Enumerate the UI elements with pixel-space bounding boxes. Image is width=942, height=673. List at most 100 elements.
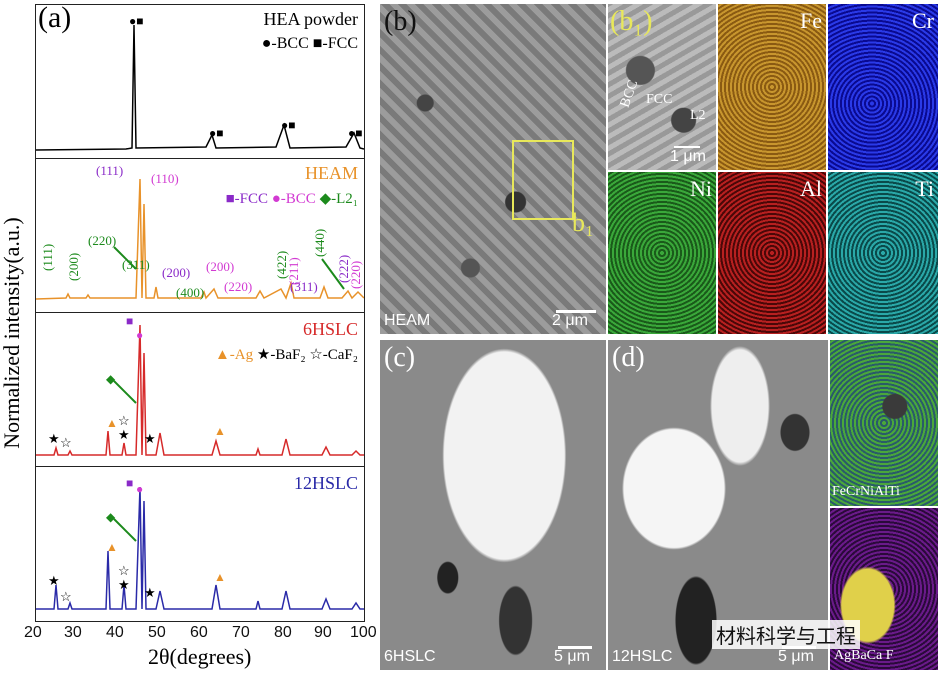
12hslc-pattern: ▲ ▲ ★ ☆ ★ ☆ ★ ■ ● ◆ xyxy=(36,476,364,610)
map-cr: Cr xyxy=(828,4,938,170)
svg-text:(422): (422) xyxy=(274,251,289,279)
map-ni-label: Ni xyxy=(690,176,712,201)
map-al-label: Al xyxy=(800,176,822,201)
svg-text:▲: ▲ xyxy=(214,424,226,438)
edx-top: FeCrNiAlTi xyxy=(830,340,938,506)
xrd-panel-heam: HEAM ■-FCC ●-BCC ◆-L2₁ (111) (110) (220)… xyxy=(35,158,365,314)
sem-b: (b) b₁ HEAM 2 μm xyxy=(380,4,606,334)
sem-d-scale: 5 μm xyxy=(778,648,814,665)
map-fe: Fe xyxy=(718,4,826,170)
edx-top-legend: FeCrNiAlTi xyxy=(832,484,900,499)
panel-c-label: (c) xyxy=(384,342,416,373)
phase-l2-label: L2 xyxy=(690,108,706,123)
heam-title: HEAM xyxy=(305,163,358,183)
svg-text:(220): (220) xyxy=(224,279,252,294)
x-tick: 100 xyxy=(350,624,377,641)
map-b1-scale: 1 μm xyxy=(670,148,706,165)
svg-text:☆: ☆ xyxy=(118,563,130,578)
edx-bottom-legend: AgBaCa F xyxy=(834,648,894,663)
svg-text:(110): (110) xyxy=(151,171,179,186)
6hslc-pattern: ▲ ▲ ★ ☆ ★ ☆ ★ ■ ● ◆ xyxy=(36,314,364,456)
panel-b1-label: (b₁) xyxy=(610,6,653,37)
svg-text:(222): (222) xyxy=(336,255,351,283)
12hslc-title: 12HSLC xyxy=(293,473,358,493)
phase-bcc-label: BCC xyxy=(617,78,642,110)
sem-d: (d) 12HSLC 5 μm xyxy=(608,340,828,670)
heam-legend: ■-FCC ●-BCC ◆-L2₁ xyxy=(225,191,358,207)
x-tick: 60 xyxy=(190,624,208,641)
x-axis-label: 2θ(degrees) xyxy=(148,644,252,669)
svg-text:●: ● xyxy=(136,328,143,342)
heam-pattern: (111) (110) (220) (311) (200) (200) (111… xyxy=(36,163,364,300)
svg-text:☆: ☆ xyxy=(60,435,72,450)
sem-d-caption: 12HSLC xyxy=(612,648,673,665)
6hslc-legend: ▲-Ag ★-BaF₂ ☆-CaF₂ xyxy=(214,347,358,363)
6hslc-title: 6HSLC xyxy=(302,319,358,339)
sem-c-caption: 6HSLC xyxy=(384,648,436,665)
phase-fcc-label: FCC xyxy=(646,92,673,107)
svg-text:■: ■ xyxy=(126,476,133,490)
svg-text:(440): (440) xyxy=(312,229,327,257)
powder-pattern: ●■ ●■ ●■ ●■ xyxy=(36,14,364,151)
map-cr-label: Cr xyxy=(912,8,934,33)
x-tick: 50 xyxy=(148,624,166,641)
svg-text:☆: ☆ xyxy=(60,589,72,604)
svg-text:◆: ◆ xyxy=(106,510,116,524)
svg-text:(220): (220) xyxy=(88,233,116,248)
map-ni: Ni xyxy=(608,172,716,334)
y-axis-label: Normalized intensity(a.u.) xyxy=(0,217,24,449)
sem-c-scale: 5 μm xyxy=(554,648,590,665)
svg-text:★: ★ xyxy=(144,585,156,600)
svg-text:●■: ●■ xyxy=(209,126,224,140)
powder-title: HEA powder xyxy=(263,9,358,29)
map-al: Al xyxy=(718,172,826,334)
svg-text:●: ● xyxy=(136,482,143,496)
svg-text:(111): (111) xyxy=(96,163,123,178)
b1-inset-label: b₁ xyxy=(572,208,595,237)
svg-text:(400): (400) xyxy=(176,285,204,300)
xrd-panel-12hslc: 12HSLC ▲ ▲ ★ ☆ ★ ☆ ★ ■ ● ◆ xyxy=(35,466,365,622)
svg-text:▲: ▲ xyxy=(106,540,118,554)
sem-c-scale-bar xyxy=(558,646,592,649)
svg-text:(311): (311) xyxy=(290,279,318,294)
svg-text:★: ★ xyxy=(144,431,156,446)
svg-text:(111): (111) xyxy=(40,244,55,271)
x-tick: 90 xyxy=(314,624,332,641)
svg-text:(220): (220) xyxy=(348,261,363,289)
map-ti: Ti xyxy=(828,172,938,334)
powder-legend: ●-BCC ■-FCC xyxy=(261,35,358,52)
svg-text:●■: ●■ xyxy=(281,118,296,132)
x-tick: 40 xyxy=(106,624,124,641)
panel-a-label: (a) xyxy=(38,1,72,34)
map-b1-scale-bar xyxy=(674,146,700,148)
panel-b-label: (b) xyxy=(384,6,417,37)
svg-text:(200): (200) xyxy=(206,259,234,274)
svg-text:★: ★ xyxy=(118,577,130,592)
map-b1-sem: (b₁) BCC FCC L2 1 μm xyxy=(608,4,716,170)
panel-d-label: (d) xyxy=(612,342,645,373)
svg-text:◆: ◆ xyxy=(106,372,116,386)
svg-text:★: ★ xyxy=(48,573,60,588)
sem-b-scale-bar xyxy=(556,310,596,313)
xrd-panel-powder: (a) HEA powder ●-BCC ■-FCC ●■ ●■ ●■ ●■ xyxy=(35,1,365,160)
x-tick: 80 xyxy=(274,624,292,641)
x-tick: 20 xyxy=(24,624,42,641)
x-tick: 30 xyxy=(64,624,82,641)
svg-text:■: ■ xyxy=(126,314,133,328)
sem-b-scale: 2 μm xyxy=(552,312,588,329)
x-tick: 70 xyxy=(232,624,250,641)
xrd-panel-6hslc: 6HSLC ▲-Ag ★-BaF₂ ☆-CaF₂ ▲ ▲ ★ ☆ ★ ☆ ★ ■… xyxy=(35,312,365,468)
svg-text:★: ★ xyxy=(48,431,60,446)
svg-text:●■: ●■ xyxy=(348,126,363,140)
svg-text:●■: ●■ xyxy=(129,14,144,28)
map-fe-label: Fe xyxy=(800,8,822,33)
map-ti-label: Ti xyxy=(915,176,934,201)
b1-inset-frame xyxy=(512,140,574,220)
svg-text:▲: ▲ xyxy=(106,416,118,430)
svg-text:☆: ☆ xyxy=(118,413,130,428)
svg-text:★: ★ xyxy=(118,427,130,442)
svg-text:(200): (200) xyxy=(66,253,81,281)
sem-c: (c) 6HSLC 5 μm xyxy=(380,340,606,670)
svg-text:(200): (200) xyxy=(162,265,190,280)
svg-text:▲: ▲ xyxy=(214,570,226,584)
